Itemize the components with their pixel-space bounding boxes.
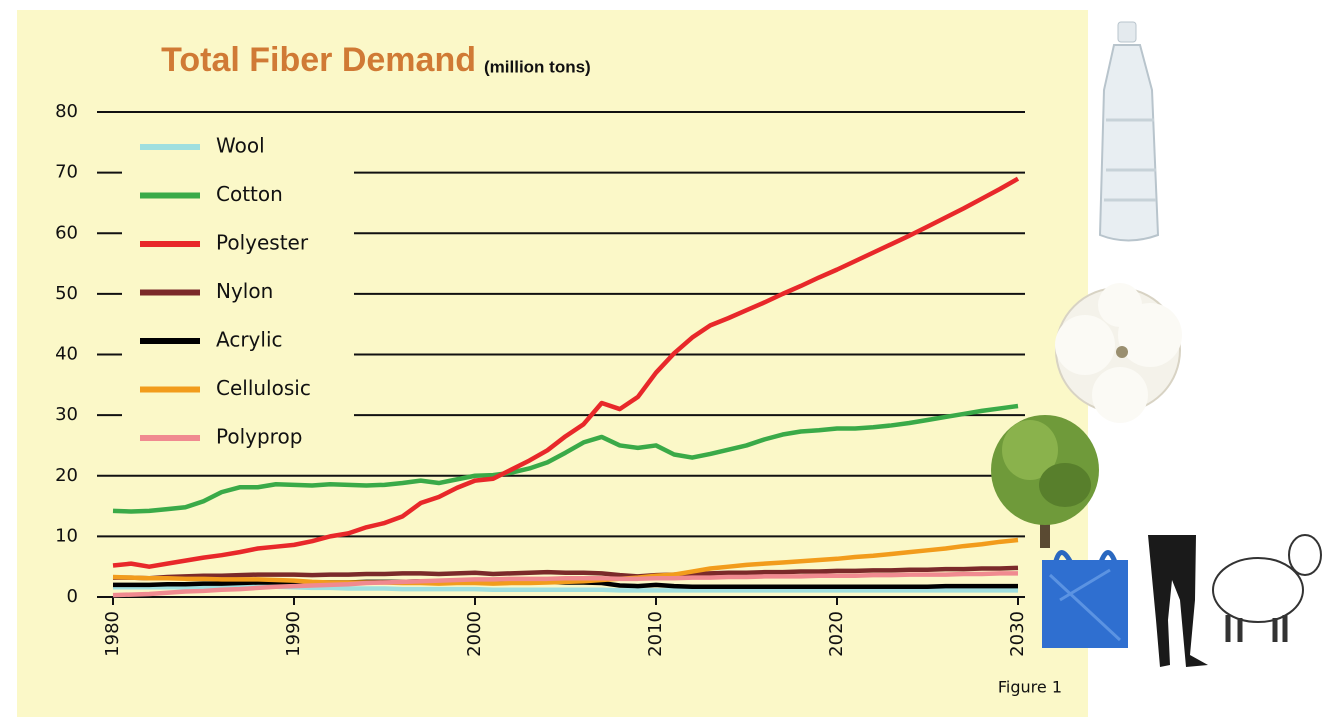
y-tick-label: 80: [55, 101, 78, 122]
y-tick-label: 30: [55, 404, 78, 425]
chart-title: Total Fiber Demand: [161, 41, 476, 79]
x-tick-label: 2030: [1007, 611, 1028, 657]
bag-icon: [1042, 553, 1128, 649]
y-tick-label: 50: [55, 283, 78, 304]
x-tick-label: 1980: [102, 611, 123, 657]
chart-subtitle: (million tons): [484, 57, 591, 76]
y-tick-label: 60: [55, 222, 78, 243]
y-tick-label: 70: [55, 162, 78, 183]
legend-label: Polyester: [216, 231, 309, 255]
y-tick-label: 10: [55, 525, 78, 546]
x-tick-label: 2000: [464, 611, 485, 657]
y-tick-label: 20: [55, 465, 78, 486]
figure-caption: Figure 1: [998, 678, 1062, 697]
tights-icon: [1148, 535, 1208, 667]
legend-label: Cellulosic: [216, 376, 311, 400]
x-tick-label: 1990: [283, 611, 304, 657]
y-tick-label: 0: [67, 586, 78, 607]
chart: 0102030405060708019801990200020102020203…: [0, 0, 1329, 719]
legend-label: Nylon: [216, 279, 273, 303]
legend-label: Cotton: [216, 182, 283, 206]
y-tick-label: 40: [55, 344, 78, 365]
page: {"chart_data": {"type": "line", "title":…: [0, 0, 1329, 719]
x-tick-label: 2020: [826, 611, 847, 657]
sheep-icon: [1213, 535, 1321, 642]
bottle-icon: [1100, 22, 1158, 241]
legend-label: Polyprop: [216, 425, 302, 449]
legend-label: Wool: [216, 134, 265, 158]
legend-label: Acrylic: [216, 328, 283, 352]
x-tick-label: 2010: [645, 611, 666, 657]
